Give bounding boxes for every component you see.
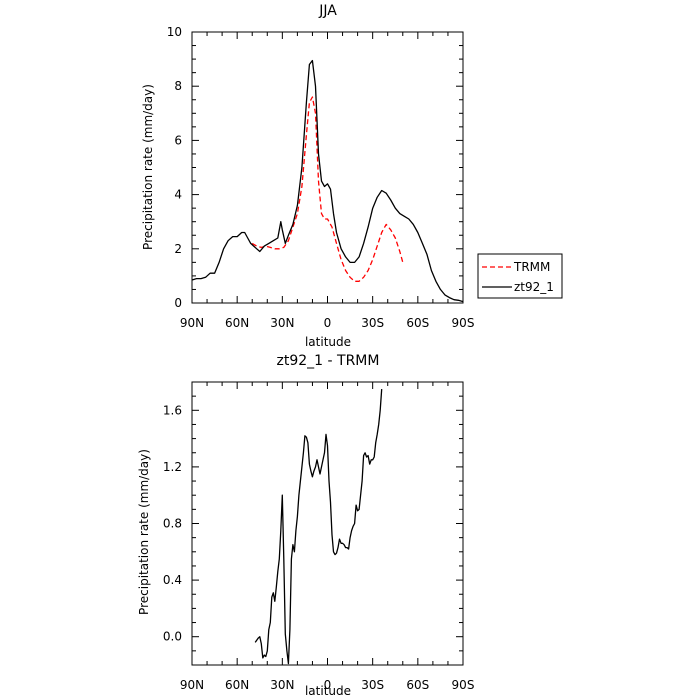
- x-tick-label: 30N: [270, 678, 294, 692]
- x-axis-label: latitude: [305, 684, 351, 698]
- x-tick-label: 30S: [361, 316, 384, 330]
- x-tick-label: 30N: [270, 316, 294, 330]
- chart-title: zt92_1 - TRMM: [277, 353, 380, 369]
- y-tick-label: 0.8: [163, 517, 182, 531]
- x-tick-label: 60N: [225, 316, 249, 330]
- y-tick-label: 1.6: [163, 403, 182, 417]
- x-tick-label: 90N: [180, 678, 204, 692]
- series-lines: [191, 59, 464, 303]
- y-tick-label: 8: [174, 79, 182, 93]
- y-tick-label: 1.2: [163, 460, 182, 474]
- x-tick-label: 90S: [452, 678, 475, 692]
- y-axis-label: Precipitation rate (mm/day): [141, 84, 155, 250]
- series-line-difference: [254, 389, 383, 665]
- x-tick-label: 90S: [452, 316, 475, 330]
- x-tick-label: 60S: [406, 316, 429, 330]
- y-axis-ticks: 0.0 0.4 0.8 1.2 1.6: [163, 381, 463, 666]
- legend-label-zt92: zt92_1: [514, 280, 554, 294]
- y-tick-label: 6: [174, 133, 182, 147]
- x-tick-label: 0: [324, 316, 332, 330]
- y-axis-label: Precipitation rate (mm/day): [137, 449, 151, 615]
- y-tick-label: 4: [174, 188, 182, 202]
- series-line-zt92-1: [191, 59, 464, 303]
- chart-title: JJA: [318, 3, 337, 19]
- y-tick-label: 0.4: [163, 573, 182, 587]
- series-lines: [254, 389, 383, 665]
- y-tick-label: 0.0: [163, 630, 182, 644]
- legend: TRMM zt92_1: [477, 253, 563, 299]
- plot-frame: [191, 31, 464, 304]
- y-tick-label: 2: [174, 242, 182, 256]
- jja-panel: JJA 90N 60N 30N 0 30S 60S 90S 0 2 4 6 8 10 latitude…: [141, 3, 563, 349]
- x-tick-label: 90N: [180, 316, 204, 330]
- y-axis-ticks: 0 2 4 6 8 10: [167, 25, 463, 310]
- y-tick-label: 10: [167, 25, 182, 39]
- plot-frame: [191, 381, 464, 666]
- x-tick-label: 60N: [225, 678, 249, 692]
- series-line-trmm: [251, 96, 404, 282]
- x-tick-label: 60S: [406, 678, 429, 692]
- difference-panel: zt92_1 - TRMM 90N 60N 30N 0 30S 60S 90S 0.0 0.4…: [137, 353, 474, 698]
- x-tick-label: 0: [324, 678, 332, 692]
- legend-box: [477, 253, 563, 299]
- x-axis-ticks: 90N 60N 30N 0 30S 60S 90S: [180, 382, 475, 692]
- x-tick-label: 30S: [361, 678, 384, 692]
- x-axis-label: latitude: [305, 335, 351, 349]
- y-tick-label: 0: [174, 296, 182, 310]
- legend-label-trmm: TRMM: [513, 260, 550, 274]
- x-axis-ticks: 90N 60N 30N 0 30S 60S 90S: [180, 32, 475, 330]
